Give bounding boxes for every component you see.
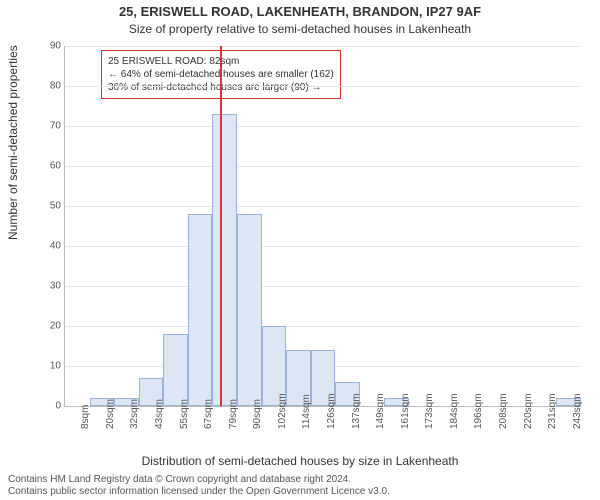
gridline bbox=[65, 326, 581, 327]
y-tick-label: 60 bbox=[37, 161, 61, 172]
y-tick-label: 40 bbox=[37, 241, 61, 252]
x-tick-label: 184sqm bbox=[449, 393, 460, 429]
x-tick-label: 137sqm bbox=[351, 393, 362, 429]
footer-line-2: Contains public sector information licen… bbox=[8, 486, 592, 498]
y-tick-label: 0 bbox=[37, 401, 61, 412]
x-tick-label: 196sqm bbox=[473, 393, 484, 429]
histogram-bar bbox=[237, 214, 262, 406]
x-tick-label: 208sqm bbox=[498, 393, 509, 429]
footer-attribution: Contains HM Land Registry data © Crown c… bbox=[8, 474, 592, 498]
x-tick-label: 220sqm bbox=[523, 393, 534, 429]
y-tick-label: 70 bbox=[37, 121, 61, 132]
x-axis-label: Distribution of semi-detached houses by … bbox=[0, 454, 600, 468]
gridline bbox=[65, 206, 581, 207]
x-tick-label: 8sqm bbox=[80, 405, 91, 429]
histogram-bar bbox=[212, 114, 237, 406]
footer-line-1: Contains HM Land Registry data © Crown c… bbox=[8, 474, 592, 486]
x-tick-label: 161sqm bbox=[400, 393, 411, 429]
y-tick-label: 30 bbox=[37, 281, 61, 292]
gridline bbox=[65, 46, 581, 47]
gridline bbox=[65, 286, 581, 287]
y-tick-label: 50 bbox=[37, 201, 61, 212]
x-tick-label: 243sqm bbox=[572, 393, 583, 429]
chart-stage: { "titles": { "main": "25, ERISWELL ROAD… bbox=[0, 0, 600, 500]
chart-title-sub: Size of property relative to semi-detach… bbox=[0, 22, 600, 36]
gridline bbox=[65, 86, 581, 87]
y-tick-label: 80 bbox=[37, 81, 61, 92]
y-tick-label: 90 bbox=[37, 41, 61, 52]
x-tick-label: 173sqm bbox=[424, 393, 435, 429]
gridline bbox=[65, 126, 581, 127]
histogram-bar bbox=[163, 334, 188, 406]
y-tick-label: 10 bbox=[37, 361, 61, 372]
subject-marker-line bbox=[220, 46, 222, 406]
histogram-bar bbox=[188, 214, 213, 406]
plot-area: 25 ERISWELL ROAD: 82sqm ← 64% of semi-de… bbox=[64, 46, 581, 407]
y-axis-label: Number of semi-detached properties bbox=[6, 45, 20, 240]
gridline bbox=[65, 246, 581, 247]
gridline bbox=[65, 166, 581, 167]
chart-title-main: 25, ERISWELL ROAD, LAKENHEATH, BRANDON, … bbox=[0, 4, 600, 19]
y-tick-label: 20 bbox=[37, 321, 61, 332]
